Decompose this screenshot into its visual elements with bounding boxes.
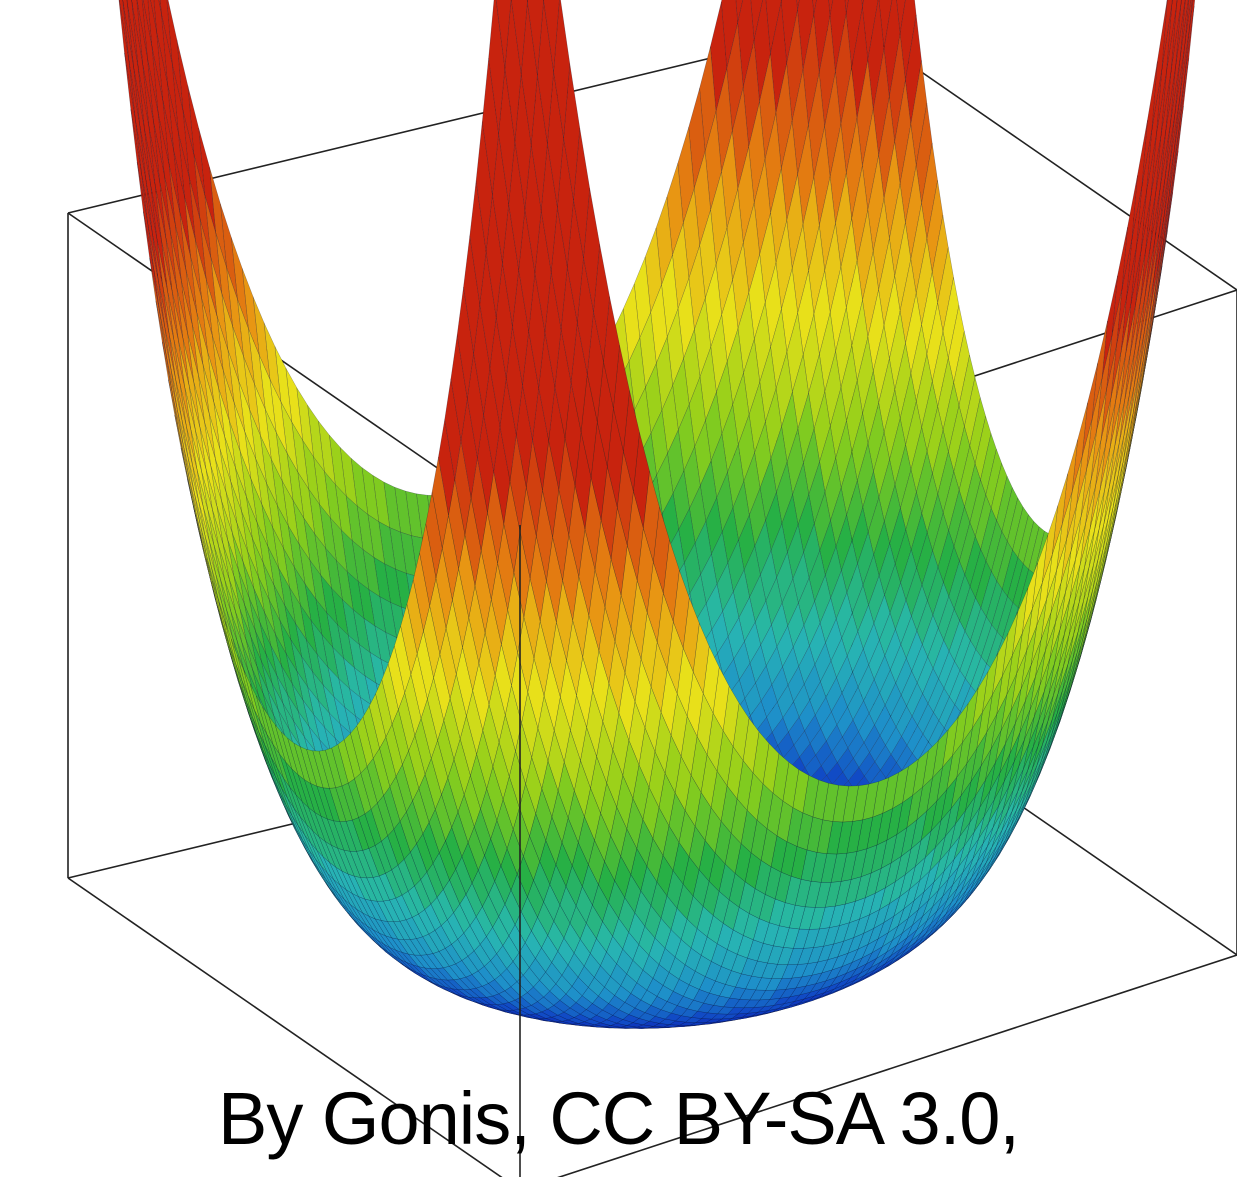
surface-facet: [828, 0, 834, 17]
surface-facet: [844, 0, 849, 14]
surface-facet: [1189, 0, 1194, 28]
surface-mesh: [118, 0, 1195, 1029]
